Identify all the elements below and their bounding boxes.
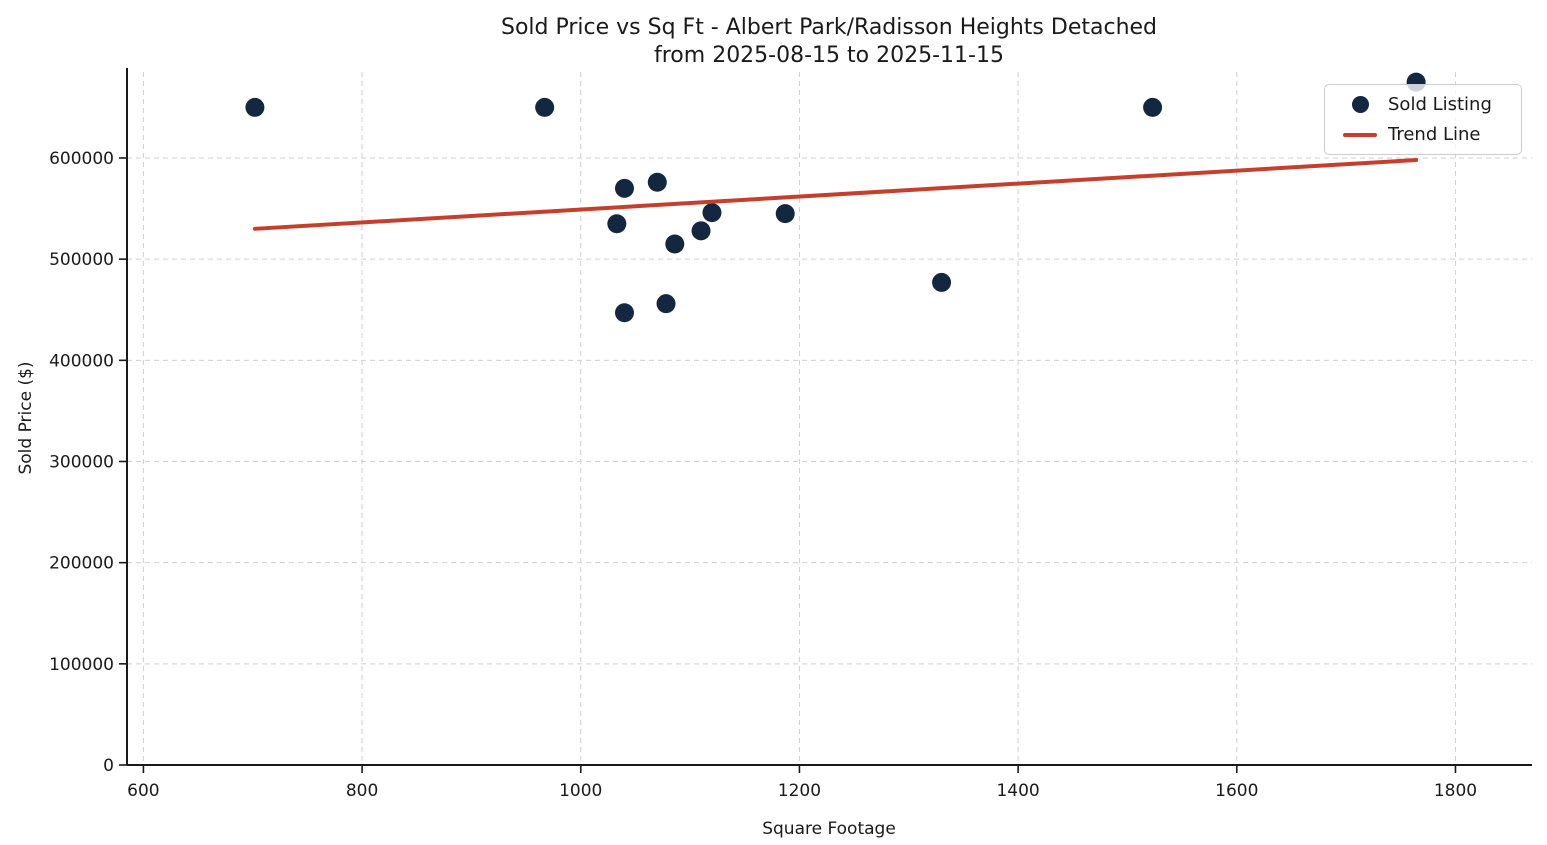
trend-line	[252, 158, 1419, 231]
legend-item-sold-listing: Sold Listing	[1338, 94, 1508, 115]
x-tick-label: 800	[346, 781, 378, 801]
y-axis-label: Sold Price ($)	[16, 361, 36, 474]
legend-label: Trend Line	[1388, 124, 1481, 145]
data-point	[691, 221, 711, 241]
sold-listing-dot-icon	[1338, 96, 1382, 113]
series-layer	[245, 72, 1426, 323]
y-tick-label: 200000	[49, 554, 114, 574]
data-point	[932, 272, 952, 292]
data-point	[607, 214, 627, 234]
y-tick-label: 400000	[49, 351, 114, 371]
data-point	[702, 203, 722, 223]
x-tick-label: 1200	[778, 781, 821, 801]
data-point	[245, 97, 265, 117]
legend-label: Sold Listing	[1388, 94, 1492, 115]
y-tick-label: 500000	[49, 250, 114, 270]
grid-layer	[127, 72, 1532, 765]
chart-title-line1: Sold Price vs Sq Ft - Albert Park/Radiss…	[501, 15, 1157, 40]
legend-item-trend-line: Trend Line	[1338, 124, 1508, 145]
data-point	[775, 204, 795, 224]
axes-spines	[126, 68, 1532, 766]
data-point	[535, 97, 555, 117]
x-tick-label: 1400	[996, 781, 1039, 801]
chart-title-line2: from 2025-08-15 to 2025-11-15	[654, 43, 1004, 68]
trend-line-icon	[1338, 132, 1382, 137]
y-tick-label: 0	[103, 756, 114, 776]
y-tick-label: 600000	[49, 149, 114, 169]
data-point	[656, 294, 676, 314]
x-tick-label: 1800	[1434, 781, 1477, 801]
legend: Sold Listing Trend Line	[1324, 84, 1522, 155]
x-tick-label: 600	[127, 781, 159, 801]
data-point	[665, 234, 685, 254]
y-tick-label: 300000	[49, 452, 114, 472]
tick-layer: 600 800 1000 1200 1400 1600 1800 0 100000 200000 3…	[49, 149, 1477, 801]
x-tick-label: 1600	[1215, 781, 1258, 801]
x-tick-label: 1000	[559, 781, 602, 801]
data-point	[647, 172, 667, 192]
data-point	[1143, 97, 1163, 117]
y-tick-label: 100000	[49, 655, 114, 675]
data-point	[614, 178, 634, 198]
data-point	[614, 303, 634, 323]
x-axis-label: Square Footage	[762, 819, 896, 839]
